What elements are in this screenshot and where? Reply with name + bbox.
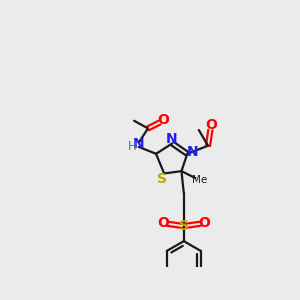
Text: N: N <box>133 137 144 151</box>
Text: H: H <box>128 140 136 153</box>
Text: O: O <box>198 216 210 230</box>
Text: S: S <box>157 172 167 185</box>
Text: O: O <box>157 113 169 127</box>
Text: Me: Me <box>192 176 207 185</box>
Text: O: O <box>205 118 217 132</box>
Text: S: S <box>179 219 189 233</box>
Text: N: N <box>165 132 177 146</box>
Text: N: N <box>187 145 198 159</box>
Text: O: O <box>158 216 169 230</box>
